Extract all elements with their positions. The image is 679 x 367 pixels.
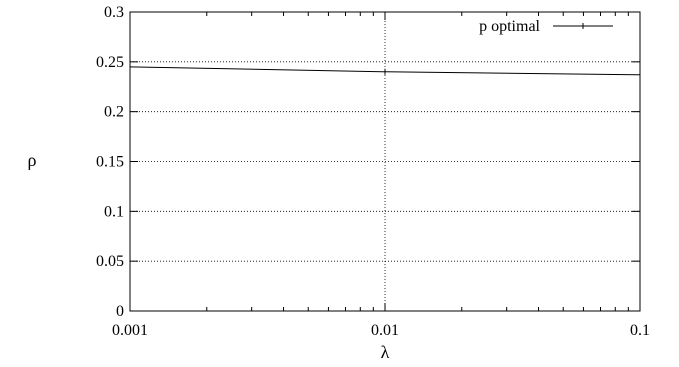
x-tick-label: 0.001 [112,322,148,339]
legend-label: p optimal [479,18,540,35]
y-tick-label: 0.3 [104,4,124,21]
x-axis-label: λ [381,342,390,362]
y-tick-label: 0.25 [96,54,124,71]
y-tick-label: 0 [116,303,124,320]
y-tick-label: 0.05 [96,253,124,270]
tick-layer: 0 0.05 0.1 0.15 0.2 0.25 0.3 0.001 0.01 0.1 [96,4,650,339]
y-tick-label: 0.2 [104,104,124,121]
y-tick-label: 0.15 [96,154,124,171]
legend: p optimal [479,18,613,35]
label-layer: λ ρ [28,150,390,362]
x-tick-label: 0.1 [630,322,650,339]
grid-layer [130,12,640,311]
y-tick-label: 0.1 [104,203,124,220]
y-axis-label: ρ [28,150,37,170]
x-tick-label: 0.01 [371,322,399,339]
